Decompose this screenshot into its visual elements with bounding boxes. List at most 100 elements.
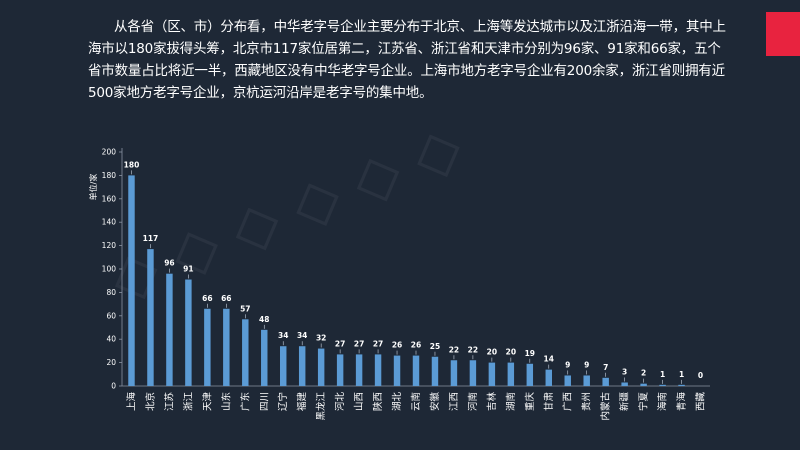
- y-tick-label: 40: [106, 335, 116, 344]
- bar: [545, 369, 552, 386]
- bar-value-label: 1: [679, 370, 684, 379]
- x-category-label: 吉林: [486, 392, 498, 412]
- bar: [678, 384, 685, 386]
- y-tick-label: 100: [102, 265, 117, 274]
- y-tick-label: 160: [102, 194, 117, 203]
- x-category-label: 山东: [220, 392, 232, 411]
- bar-value-label: 27: [373, 339, 383, 348]
- bar-value-label: 34: [278, 331, 288, 340]
- bar: [185, 279, 192, 386]
- x-category-label: 陕西: [372, 392, 384, 411]
- y-axis-label: 单位/家: [88, 174, 98, 201]
- x-category-label: 新疆: [619, 392, 631, 412]
- bar-value-label: 20: [506, 348, 516, 357]
- bar-value-label: 19: [525, 349, 535, 358]
- bar: [280, 346, 287, 386]
- bar-value-label: 57: [240, 304, 250, 313]
- y-tick-label: 200: [102, 148, 117, 157]
- bar-value-label: 32: [316, 334, 326, 343]
- y-tick-label: 140: [102, 218, 117, 227]
- x-category-label: 天津: [202, 392, 213, 412]
- x-category-label: 四川: [259, 392, 270, 411]
- bar: [602, 377, 609, 386]
- bar: [659, 384, 666, 386]
- bar: [147, 249, 154, 386]
- x-category-label: 山西: [354, 392, 365, 411]
- bar-value-label: 20: [487, 348, 497, 357]
- bar-value-label: 9: [584, 360, 589, 369]
- x-category-label: 湖南: [505, 392, 517, 411]
- y-tick-label: 60: [106, 311, 116, 320]
- y-tick-label: 120: [102, 241, 117, 250]
- x-category-label: 北京: [144, 392, 156, 411]
- bar-value-label: 14: [544, 355, 554, 364]
- bar-value-label: 34: [297, 331, 307, 340]
- bar-value-label: 27: [335, 339, 345, 348]
- bar-value-label: 2: [641, 369, 646, 378]
- bar: [298, 346, 306, 386]
- bar: [583, 375, 590, 386]
- corner-accent-block: [766, 12, 800, 56]
- bar: [393, 355, 401, 386]
- x-category-label: 河北: [334, 392, 346, 412]
- x-category-label: 内蒙古: [600, 392, 612, 421]
- bar-value-label: 27: [354, 339, 364, 348]
- y-tick-label: 80: [106, 288, 116, 297]
- bar: [640, 383, 647, 386]
- x-category-label: 辽宁: [277, 392, 289, 411]
- x-category-label: 甘肃: [543, 392, 555, 411]
- x-category-label: 安徽: [429, 392, 441, 412]
- x-category-label: 海南: [657, 392, 669, 411]
- bar: [166, 273, 173, 386]
- bar-value-label: 7: [603, 363, 608, 372]
- bar-value-label: 180: [124, 160, 140, 169]
- bar-value-label: 48: [259, 315, 269, 324]
- bar: [621, 382, 628, 386]
- y-tick-label: 20: [106, 358, 116, 367]
- bar-value-label: 91: [183, 265, 193, 274]
- bar-value-label: 26: [411, 341, 421, 350]
- bar-value-label: 25: [430, 342, 440, 351]
- bar-value-label: 1: [660, 370, 665, 379]
- x-category-label: 浙江: [182, 392, 194, 412]
- x-category-label: 广东: [239, 392, 251, 411]
- x-category-label: 江苏: [163, 392, 175, 412]
- bar: [431, 356, 439, 386]
- y-tick-label: 180: [102, 171, 117, 180]
- x-category-label: 河南: [467, 392, 479, 411]
- bar: [355, 354, 363, 386]
- bar-value-label: 117: [143, 234, 159, 243]
- bar-value-label: 3: [622, 367, 627, 376]
- bar: [374, 354, 382, 386]
- bar: [317, 348, 325, 386]
- x-category-label: 贵州: [581, 392, 593, 411]
- bar-value-label: 9: [565, 360, 570, 369]
- bar: [507, 362, 515, 386]
- bar: [469, 360, 477, 386]
- bar: [261, 329, 268, 386]
- x-category-label: 江西: [449, 392, 460, 411]
- bar: [204, 308, 211, 386]
- x-category-label: 西藏: [695, 392, 707, 412]
- y-tick-label: 0: [111, 382, 116, 391]
- x-category-label: 云南: [410, 392, 422, 411]
- x-category-label: 黑龙江: [315, 392, 327, 421]
- bar-value-label: 22: [468, 345, 478, 354]
- bar: [488, 362, 496, 386]
- bar-value-label: 0: [698, 371, 703, 380]
- bar-value-label: 66: [202, 294, 212, 303]
- x-category-label: 宁夏: [638, 392, 650, 412]
- bar: [223, 308, 230, 386]
- bar: [564, 375, 571, 386]
- bar: [128, 175, 135, 386]
- bar-value-label: 66: [221, 294, 231, 303]
- intro-paragraph: 从各省（区、市）分布看，中华老字号企业主要分布于北京、上海等发达城市以及江浙沿海…: [88, 19, 726, 101]
- x-category-label: 湖北: [392, 392, 403, 412]
- bar-value-label: 22: [449, 345, 459, 354]
- x-category-label: 青海: [676, 392, 688, 412]
- x-category-label: 重庆: [524, 392, 536, 412]
- bar: [242, 319, 249, 386]
- bar: [412, 355, 420, 386]
